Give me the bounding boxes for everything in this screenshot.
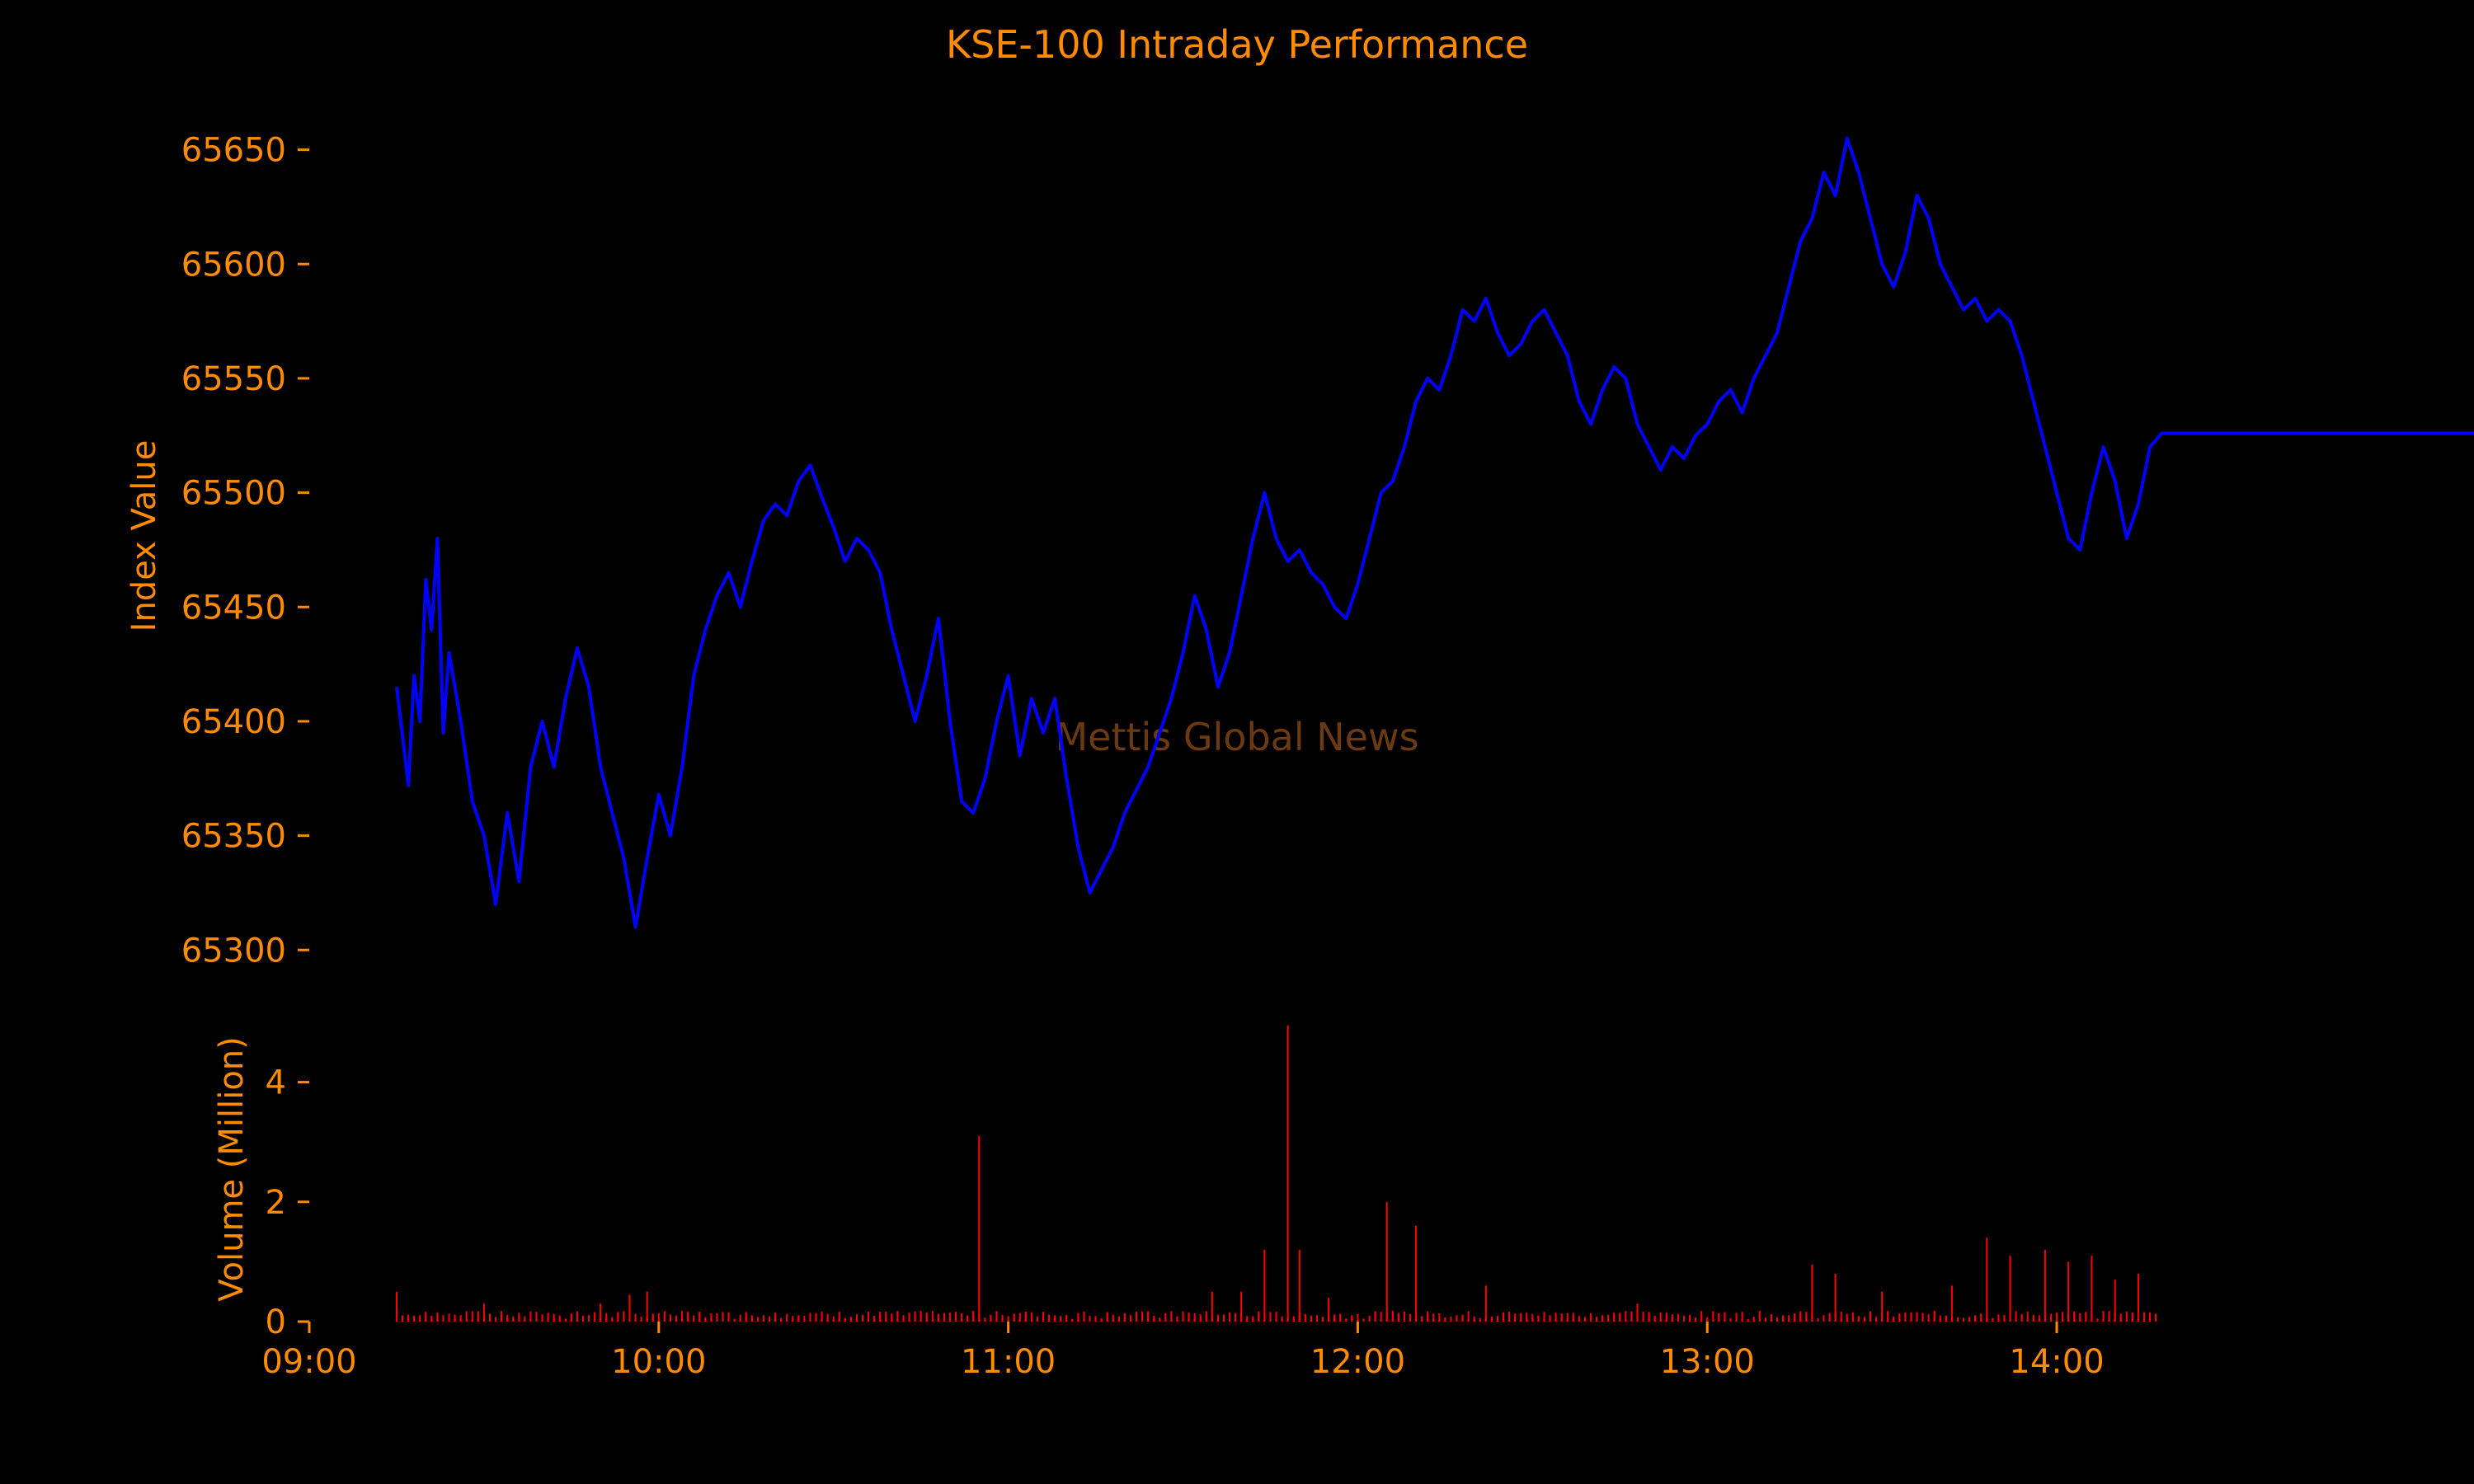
- price-tick-label-7: 65650: [181, 132, 286, 170]
- chart-title: KSE-100 Intraday Performance: [946, 22, 1528, 67]
- price-tick-label-0: 65300: [181, 932, 286, 970]
- volume-bars: [395, 1025, 2157, 1322]
- x-tick-label-5: 14:00: [2009, 1343, 2104, 1381]
- price-y-axis: 65300 65350 65400 65450 65500 65550 65600 65650: [181, 132, 309, 970]
- x-tick-label-2: 11:00: [961, 1343, 1056, 1381]
- price-tick-label-6: 65600: [181, 246, 286, 284]
- volume-ylabel: Volume (Million): [213, 1036, 251, 1301]
- x-tick-label-3: 12:00: [1310, 1343, 1405, 1381]
- price-tick-label-3: 65450: [181, 589, 286, 627]
- volume-tick-label-1: 2: [266, 1184, 286, 1222]
- price-tick-label-1: 65350: [181, 818, 286, 856]
- watermark: Mettis Global News: [1055, 715, 1418, 759]
- price-line: [395, 136, 2474, 929]
- volume-tick-label-0: 0: [266, 1303, 286, 1341]
- volume-tick-label-2: 4: [266, 1064, 286, 1102]
- x-axis: 09:00 10:00 11:00 12:00 13:00 14:00: [261, 1322, 2105, 1381]
- x-tick-label-4: 13:00: [1660, 1343, 1755, 1381]
- price-tick-label-5: 65550: [181, 360, 286, 398]
- x-tick-label-0: 09:00: [261, 1343, 356, 1381]
- price-tick-label-4: 65500: [181, 475, 286, 513]
- price-ylabel: Index Value: [125, 440, 163, 632]
- price-line-series: [395, 136, 2474, 929]
- price-tick-label-2: 65400: [181, 703, 286, 741]
- x-tick-label-1: 10:00: [611, 1343, 706, 1381]
- volume-y-axis: 0 2 4: [266, 1064, 309, 1341]
